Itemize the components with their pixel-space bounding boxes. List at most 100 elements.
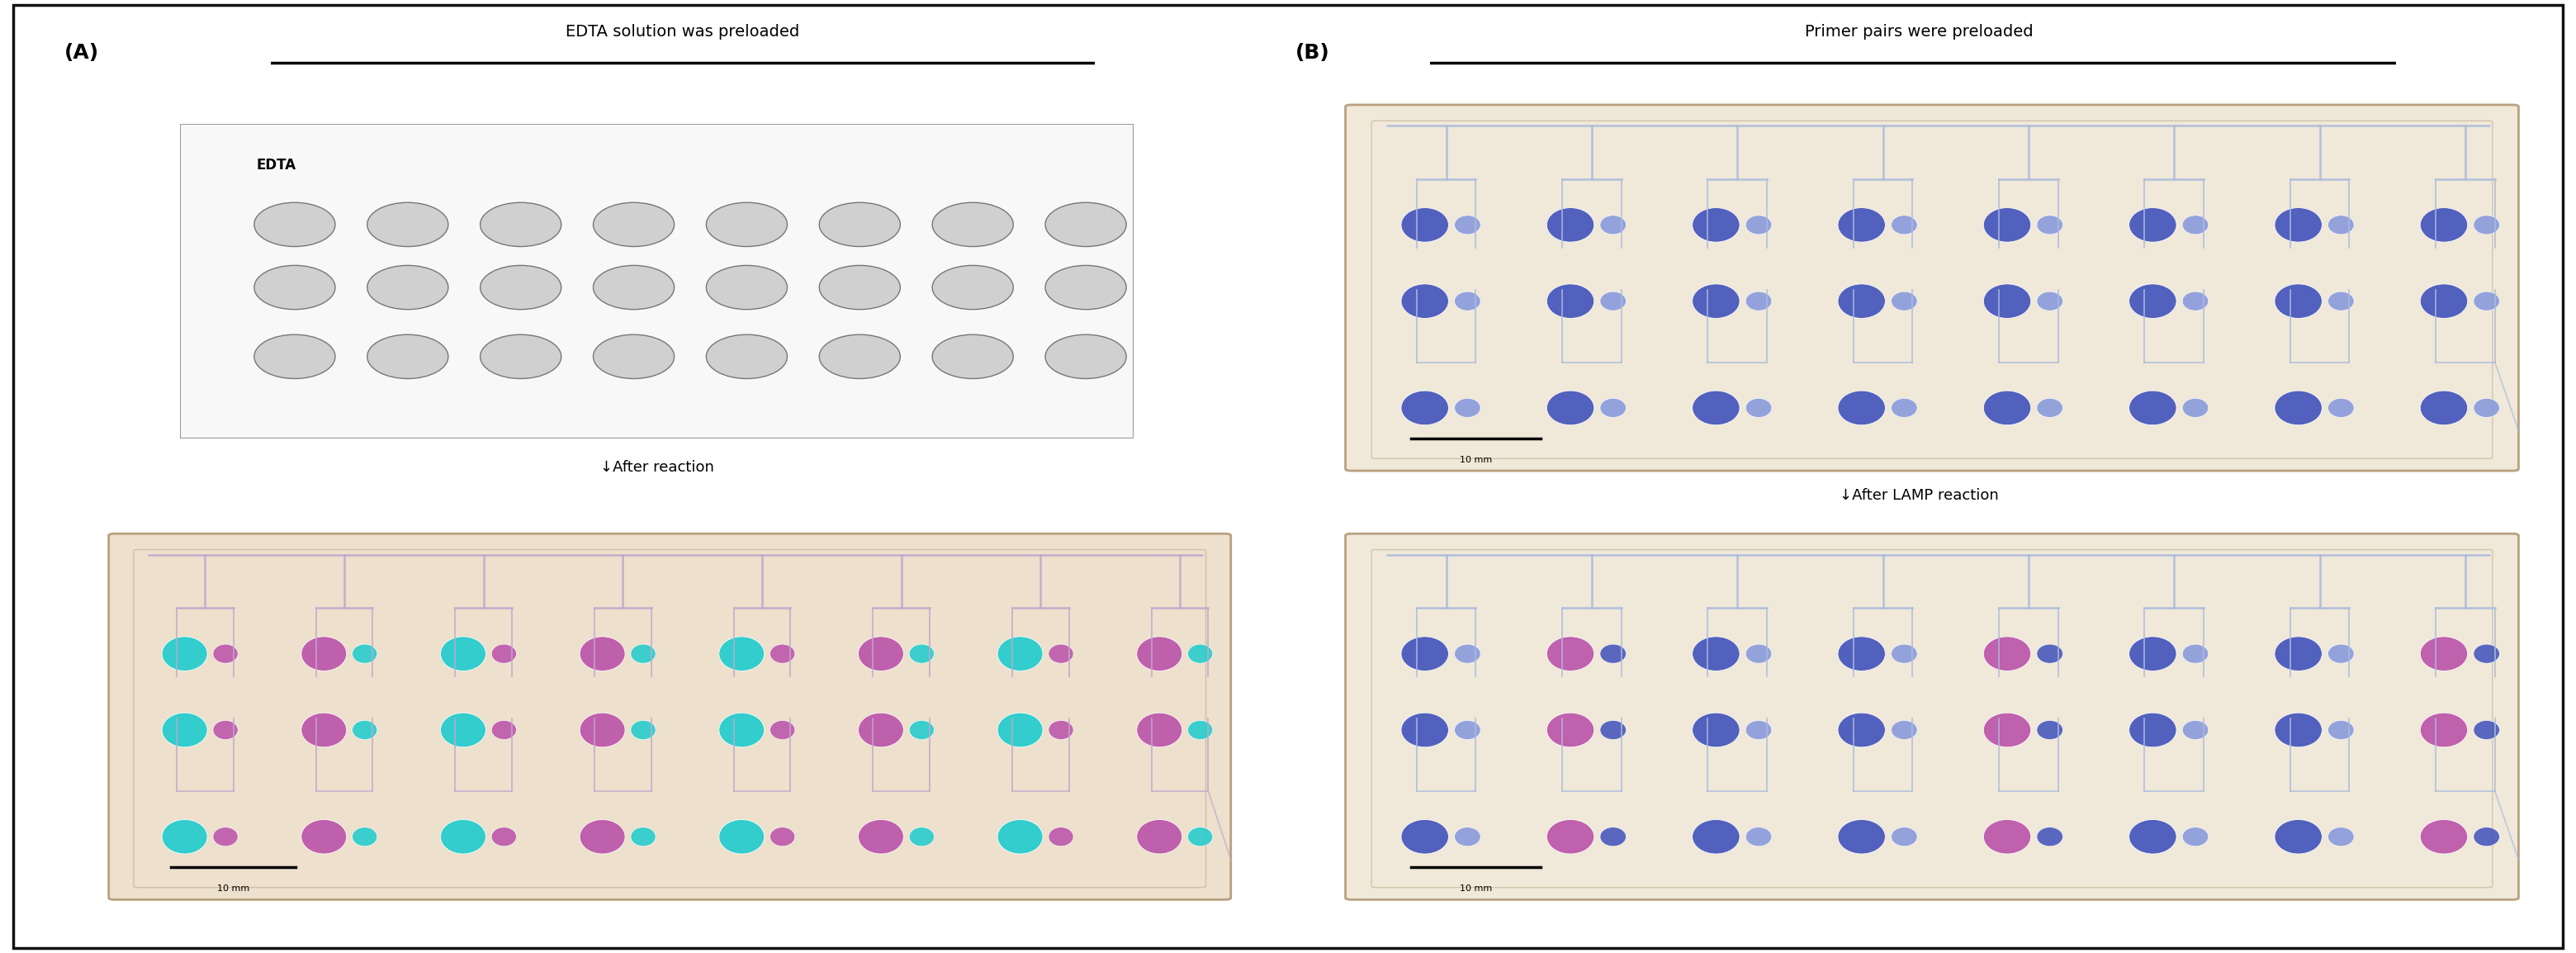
Ellipse shape — [997, 713, 1043, 747]
Ellipse shape — [1136, 820, 1182, 854]
Ellipse shape — [1455, 215, 1481, 234]
Ellipse shape — [909, 720, 935, 740]
Ellipse shape — [368, 202, 448, 247]
Ellipse shape — [479, 202, 562, 247]
Ellipse shape — [858, 637, 904, 671]
Ellipse shape — [770, 644, 796, 663]
Ellipse shape — [580, 637, 626, 671]
Ellipse shape — [1455, 292, 1481, 311]
Ellipse shape — [2182, 720, 2208, 740]
Ellipse shape — [1046, 335, 1126, 378]
Ellipse shape — [2128, 208, 2177, 242]
Ellipse shape — [1837, 391, 1886, 425]
Ellipse shape — [2473, 827, 2499, 846]
Ellipse shape — [2473, 644, 2499, 663]
Ellipse shape — [2421, 391, 2468, 425]
Ellipse shape — [1747, 720, 1772, 740]
FancyBboxPatch shape — [1345, 105, 2519, 471]
Ellipse shape — [2473, 398, 2499, 417]
Ellipse shape — [492, 720, 515, 740]
Ellipse shape — [1891, 720, 1917, 740]
Ellipse shape — [2329, 827, 2354, 846]
Ellipse shape — [1984, 284, 2030, 318]
Ellipse shape — [162, 713, 206, 747]
Text: (B): (B) — [1296, 43, 1329, 63]
Ellipse shape — [2473, 215, 2499, 234]
Ellipse shape — [2038, 292, 2063, 311]
Ellipse shape — [909, 644, 935, 663]
Ellipse shape — [1692, 820, 1739, 854]
Ellipse shape — [580, 820, 626, 854]
Ellipse shape — [719, 637, 765, 671]
Ellipse shape — [255, 335, 335, 378]
Ellipse shape — [1600, 644, 1625, 663]
Ellipse shape — [909, 827, 935, 846]
FancyBboxPatch shape — [108, 534, 1231, 900]
Ellipse shape — [492, 644, 515, 663]
Ellipse shape — [1048, 644, 1074, 663]
Ellipse shape — [580, 713, 626, 747]
Ellipse shape — [1692, 713, 1739, 747]
Ellipse shape — [2128, 391, 2177, 425]
Ellipse shape — [2421, 713, 2468, 747]
Ellipse shape — [2038, 398, 2063, 417]
Ellipse shape — [1136, 713, 1182, 747]
Ellipse shape — [2128, 713, 2177, 747]
Ellipse shape — [592, 335, 675, 378]
Ellipse shape — [1891, 292, 1917, 311]
Ellipse shape — [301, 713, 348, 747]
Text: 10 mm: 10 mm — [1461, 456, 1492, 464]
Ellipse shape — [1546, 391, 1595, 425]
Ellipse shape — [1747, 215, 1772, 234]
Ellipse shape — [1401, 820, 1448, 854]
Ellipse shape — [1692, 284, 1739, 318]
Ellipse shape — [1046, 202, 1126, 247]
Text: ↓After LAMP reaction: ↓After LAMP reaction — [1839, 488, 1999, 503]
Ellipse shape — [933, 202, 1012, 247]
Ellipse shape — [492, 827, 515, 846]
Ellipse shape — [2421, 637, 2468, 671]
Ellipse shape — [1048, 827, 1074, 846]
Ellipse shape — [1692, 391, 1739, 425]
Ellipse shape — [2275, 208, 2321, 242]
Ellipse shape — [997, 820, 1043, 854]
Ellipse shape — [2275, 713, 2321, 747]
Ellipse shape — [1401, 713, 1448, 747]
Ellipse shape — [1600, 398, 1625, 417]
Ellipse shape — [2473, 720, 2499, 740]
Ellipse shape — [2038, 644, 2063, 663]
Ellipse shape — [1188, 720, 1213, 740]
Ellipse shape — [1401, 284, 1448, 318]
Ellipse shape — [2329, 215, 2354, 234]
Ellipse shape — [1692, 637, 1739, 671]
Ellipse shape — [592, 265, 675, 310]
Ellipse shape — [2473, 292, 2499, 311]
Ellipse shape — [2329, 644, 2354, 663]
Ellipse shape — [933, 265, 1012, 310]
Ellipse shape — [1546, 637, 1595, 671]
Ellipse shape — [819, 335, 899, 378]
Text: 10 mm: 10 mm — [1461, 884, 1492, 893]
Ellipse shape — [1455, 720, 1481, 740]
Ellipse shape — [1837, 208, 1886, 242]
Ellipse shape — [2275, 284, 2321, 318]
Ellipse shape — [1984, 820, 2030, 854]
Ellipse shape — [1891, 827, 1917, 846]
Ellipse shape — [719, 820, 765, 854]
Ellipse shape — [631, 644, 657, 663]
Ellipse shape — [479, 265, 562, 310]
Ellipse shape — [2329, 292, 2354, 311]
Ellipse shape — [1600, 827, 1625, 846]
Ellipse shape — [933, 335, 1012, 378]
Ellipse shape — [1401, 637, 1448, 671]
Ellipse shape — [2182, 644, 2208, 663]
Ellipse shape — [440, 637, 487, 671]
FancyBboxPatch shape — [180, 124, 1133, 438]
Ellipse shape — [2421, 820, 2468, 854]
Ellipse shape — [1546, 208, 1595, 242]
Ellipse shape — [2038, 720, 2063, 740]
Ellipse shape — [353, 644, 376, 663]
Ellipse shape — [1600, 720, 1625, 740]
Ellipse shape — [631, 827, 657, 846]
Ellipse shape — [706, 335, 788, 378]
